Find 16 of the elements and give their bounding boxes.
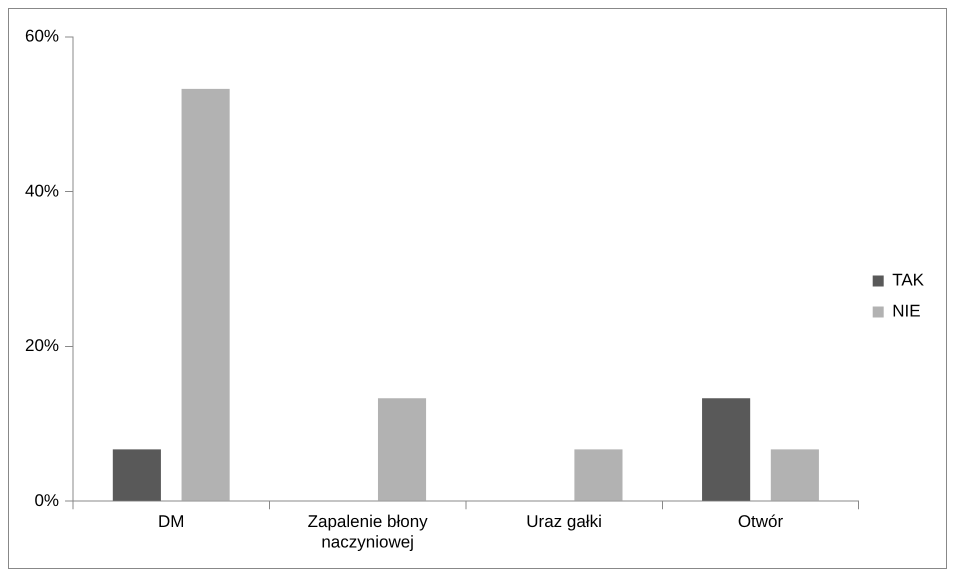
x-tick-label: DM xyxy=(158,512,184,532)
legend-label: NIE xyxy=(892,302,921,321)
bar xyxy=(378,398,426,501)
bar xyxy=(182,88,230,501)
x-tick-label: Otwór xyxy=(738,512,784,532)
bar xyxy=(702,398,750,501)
legend-label: TAK xyxy=(892,270,925,290)
x-tick-label: Uraz gałki xyxy=(526,512,602,532)
y-tick-label: 40% xyxy=(24,181,60,200)
y-tick-label: 20% xyxy=(24,336,60,356)
bar xyxy=(112,449,161,501)
bar xyxy=(574,449,623,501)
y-tick-label: 0% xyxy=(34,490,60,510)
y-tick-label: 60% xyxy=(24,26,60,46)
bar xyxy=(770,449,819,501)
x-tick-label: Zapalenie błony naczyniowej xyxy=(308,512,428,552)
